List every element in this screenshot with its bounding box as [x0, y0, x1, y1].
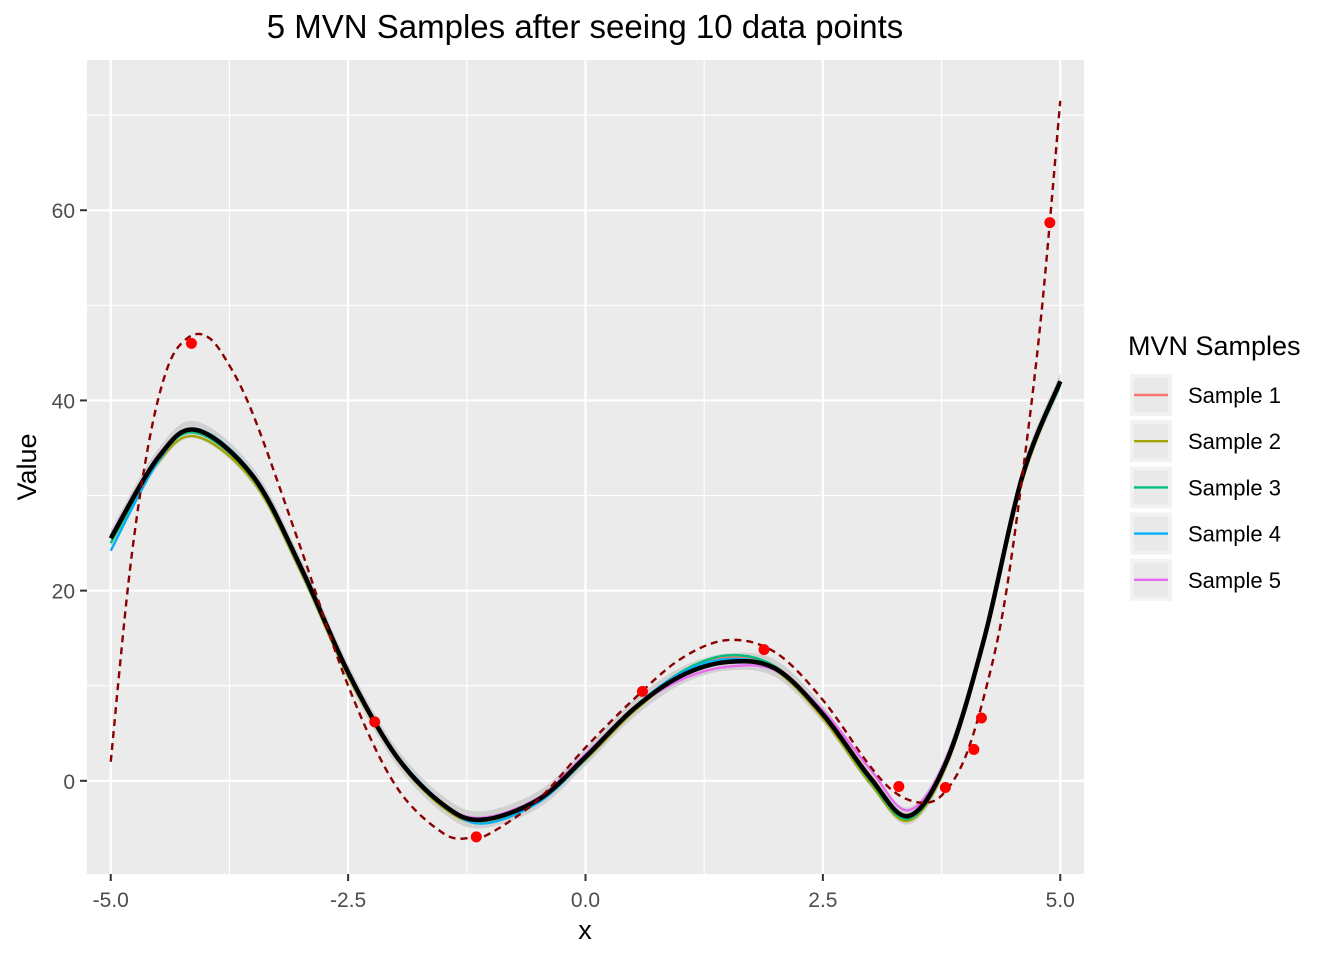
data-point [185, 337, 197, 349]
legend-label: Sample 1 [1188, 383, 1281, 408]
data-point [893, 781, 905, 793]
mean-line [108, 380, 1063, 823]
y-tick-label: 60 [52, 200, 75, 223]
x-tick-label: 5.0 [1046, 889, 1075, 912]
data-point [470, 831, 482, 843]
legend-label: Sample 5 [1188, 568, 1281, 593]
legend-title: MVN Samples [1128, 331, 1301, 361]
legend-label: Sample 3 [1188, 475, 1281, 500]
true-function-line [109, 100, 1062, 840]
data-points [185, 217, 1056, 843]
data-point [636, 685, 648, 697]
x-tick-label: -5.0 [93, 889, 129, 912]
data-point [369, 716, 381, 728]
y-tick-label: 0 [63, 771, 75, 794]
y-axis-ticks: 0 20 40 60 [52, 200, 87, 794]
y-tick-label: 20 [52, 581, 75, 604]
x-axis-title: x [578, 915, 592, 945]
true-function-group [109, 100, 1062, 840]
major-gridlines [87, 60, 1084, 874]
legend: Sample 1 Sample 2 Sample 3 Sample 4 Sample 5 [1130, 374, 1281, 601]
y-axis-title: Value [12, 433, 42, 500]
data-point [939, 781, 951, 793]
data-point [758, 644, 770, 656]
x-tick-label: 0.0 [571, 889, 600, 912]
legend-label: Sample 4 [1188, 522, 1281, 547]
data-point [975, 712, 987, 724]
x-tick-label: 2.5 [808, 889, 837, 912]
legend-label: Sample 2 [1188, 429, 1281, 454]
data-point [1044, 217, 1056, 229]
data-point [968, 743, 980, 755]
y-tick-label: 40 [52, 390, 75, 413]
x-tick-label: -2.5 [330, 889, 366, 912]
x-axis-ticks: -5.0 -2.5 0.0 2.5 5.0 [93, 874, 1075, 912]
mean-line-group [108, 380, 1063, 823]
chart-title: 5 MVN Samples after seeing 10 data point… [267, 8, 904, 45]
